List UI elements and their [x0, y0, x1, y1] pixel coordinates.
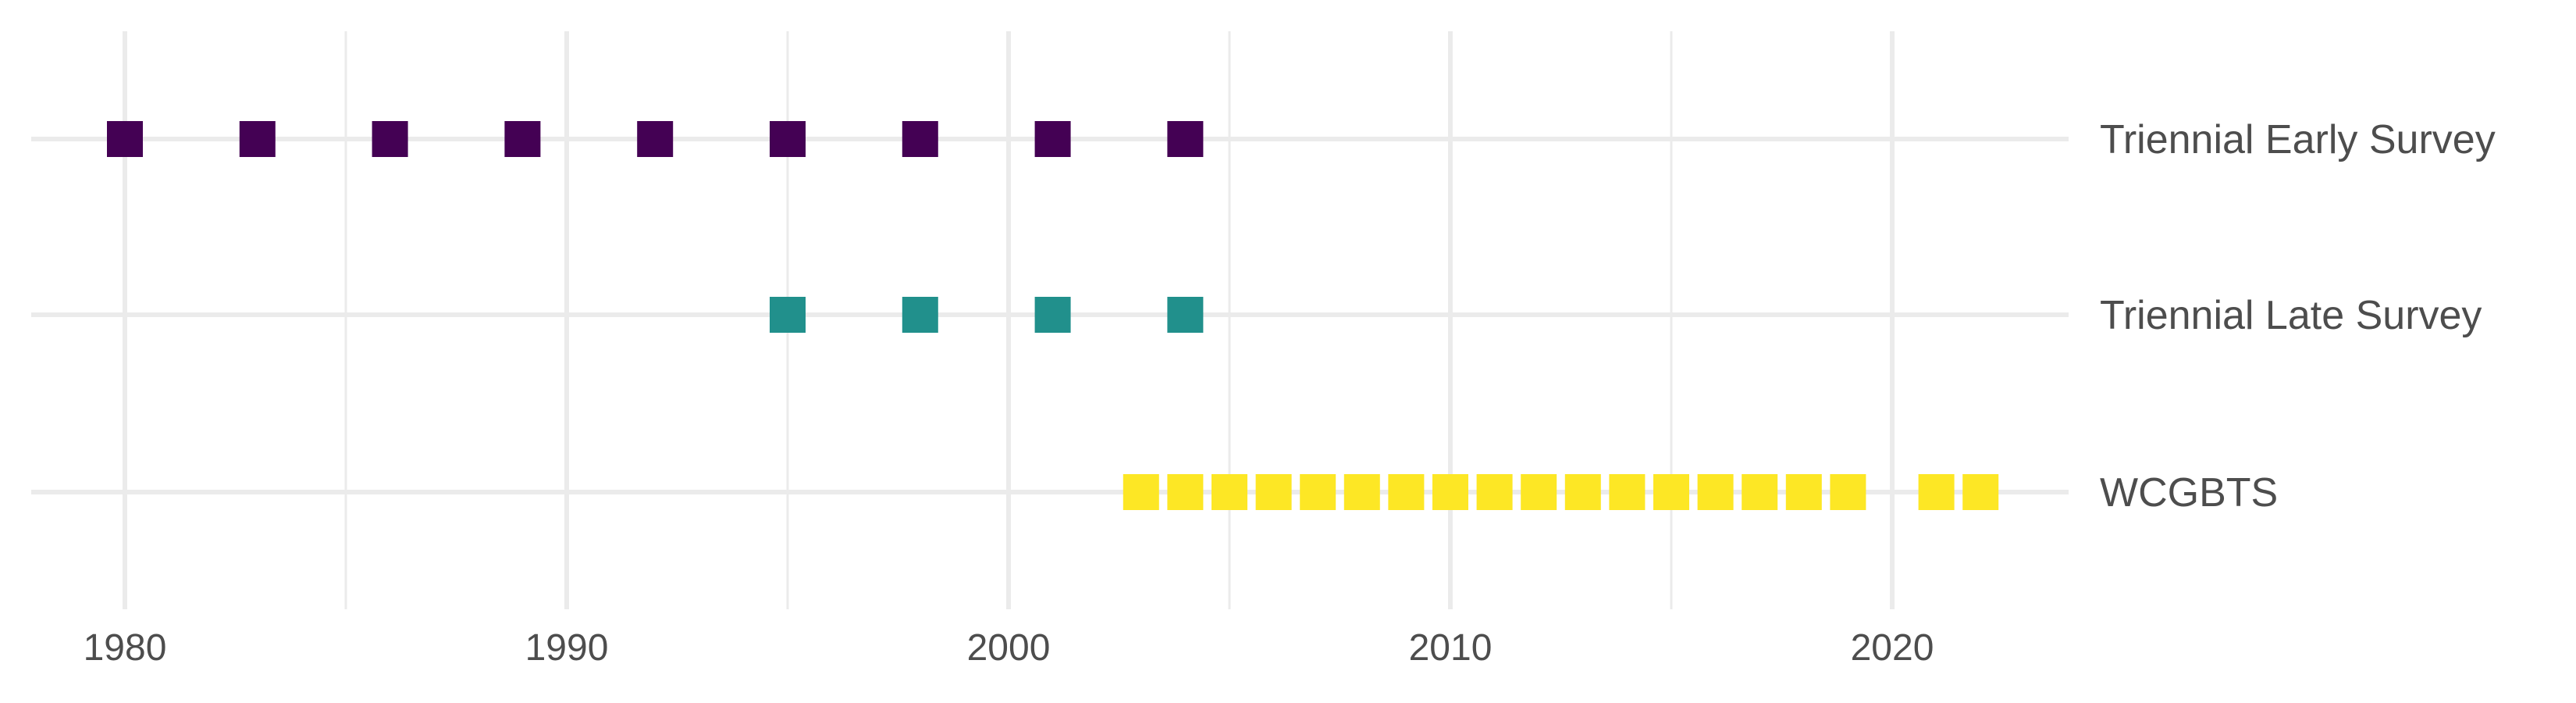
- data-point: [1918, 474, 1955, 510]
- data-point: [1300, 474, 1336, 510]
- data-point: [239, 121, 276, 157]
- data-point: [1830, 474, 1866, 510]
- x-tick-label: 1980: [84, 627, 167, 669]
- data-point: [1034, 297, 1071, 333]
- data-point: [107, 121, 143, 157]
- data-point: [902, 121, 938, 157]
- data-point: [1476, 474, 1513, 510]
- data-point: [1609, 474, 1646, 510]
- x-tick-label: 2020: [1851, 627, 1934, 669]
- data-point: [1123, 474, 1159, 510]
- data-point: [1564, 474, 1601, 510]
- data-point: [1742, 474, 1778, 510]
- data-point: [1212, 474, 1247, 510]
- data-point: [1962, 474, 1999, 510]
- data-point: [372, 121, 408, 157]
- major-gridlines: [123, 31, 1895, 609]
- data-point: [902, 297, 938, 333]
- data-point: [1255, 474, 1292, 510]
- data-point: [1167, 297, 1204, 333]
- row-labels: Triennial Early Survey Triennial Late Sur…: [2100, 117, 2496, 516]
- data-point: [1432, 474, 1468, 510]
- data-points: [107, 121, 1999, 510]
- data-point: [637, 121, 674, 157]
- x-tick-label: 2010: [1409, 627, 1493, 669]
- data-point: [1521, 474, 1557, 510]
- data-point: [770, 297, 806, 333]
- data-point: [504, 121, 541, 157]
- data-point: [1785, 474, 1822, 510]
- data-point: [1653, 474, 1689, 510]
- row-label: Triennial Late Survey: [2100, 293, 2482, 338]
- row-label: Triennial Early Survey: [2100, 117, 2496, 162]
- data-point: [1167, 474, 1204, 510]
- data-point: [1388, 474, 1425, 510]
- data-point: [770, 121, 806, 157]
- data-point: [1034, 121, 1071, 157]
- x-tick-label: 1990: [525, 627, 609, 669]
- row-label: WCGBTS: [2100, 470, 2278, 516]
- x-tick-label: 2000: [967, 627, 1051, 669]
- data-point: [1343, 474, 1380, 510]
- data-point: [1167, 121, 1204, 157]
- data-point: [1697, 474, 1734, 510]
- x-axis-tick-labels: 1980 1990 2000 2010 2020: [84, 627, 1934, 669]
